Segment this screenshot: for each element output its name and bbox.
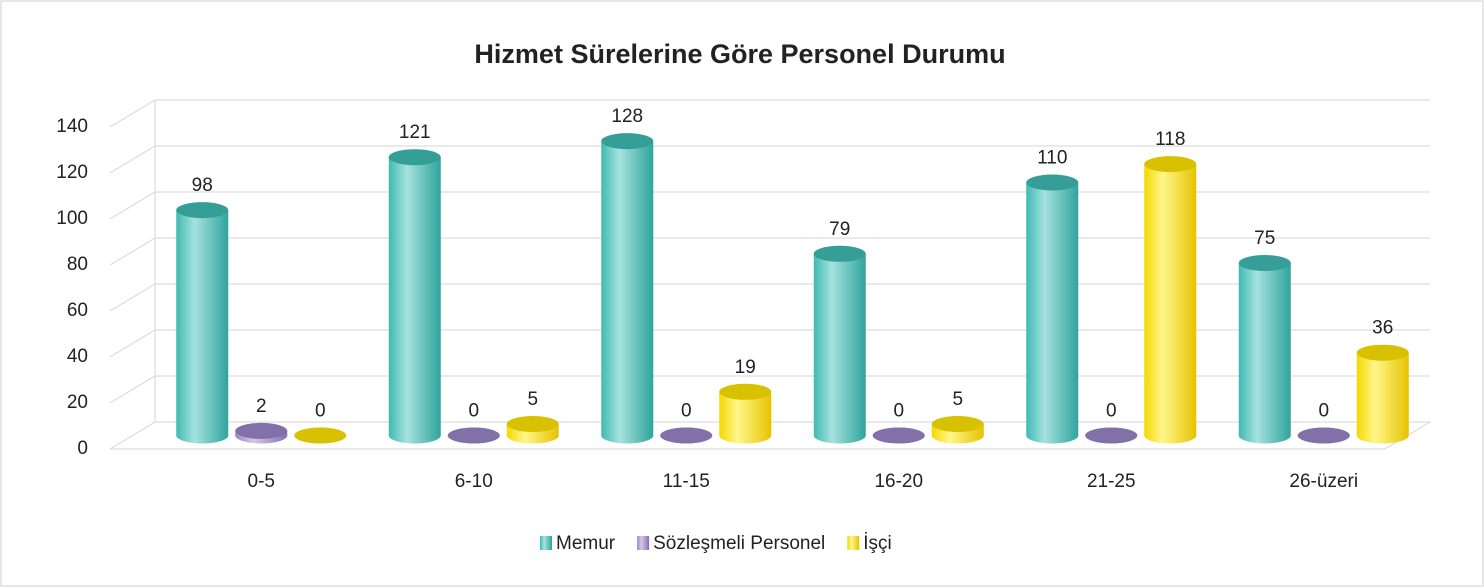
bar: [1238, 255, 1291, 444]
bar: [1085, 427, 1138, 444]
data-label: 0: [315, 401, 326, 422]
legend-swatch: [540, 536, 552, 550]
bar-top: [506, 416, 559, 432]
bar-body: [1238, 263, 1291, 436]
floor: [110, 421, 1431, 450]
bar: [1026, 174, 1079, 444]
data-label: 118: [1155, 129, 1185, 150]
data-label: 110: [1037, 148, 1067, 169]
bar-top: [388, 149, 441, 166]
y-tick-label: 40: [67, 346, 88, 367]
data-label: 5: [952, 389, 963, 410]
bar: [931, 416, 984, 444]
data-label: 0: [681, 401, 692, 422]
y-tick-label: 80: [67, 254, 88, 275]
legend-swatch: [637, 536, 650, 550]
data-label: 0: [1106, 401, 1117, 422]
bar-top: [1026, 174, 1079, 191]
bar: [294, 427, 347, 444]
chart-title: Hizmet Sürelerine Göre Personel Durumu: [474, 39, 1005, 69]
bar: [660, 427, 713, 444]
bar-top: [447, 427, 500, 444]
y-tick-label: 120: [56, 162, 88, 183]
grid-line: [109, 191, 1430, 220]
bar: [388, 149, 441, 444]
bar-body: [176, 210, 229, 436]
data-label: 128: [611, 106, 643, 127]
bar-top: [1085, 427, 1138, 444]
bar-top: [235, 422, 288, 439]
data-label: 0: [893, 401, 904, 422]
bar: [813, 245, 866, 444]
legend-label: İşçi: [863, 533, 892, 554]
data-label: 79: [829, 219, 850, 240]
data-label: 98: [192, 175, 213, 196]
bar-top: [1297, 427, 1350, 444]
x-tick-label: 0-5: [248, 471, 275, 492]
x-tick-label: 26-üzeri: [1289, 471, 1358, 492]
y-tick-label: 140: [56, 116, 88, 137]
bar: [506, 416, 559, 444]
y-tick-label: 60: [67, 300, 88, 321]
bar-body: [388, 157, 441, 436]
x-tick-label: 21-25: [1087, 471, 1136, 492]
bar: [601, 133, 654, 444]
bar-top: [601, 133, 654, 150]
grid-line: [109, 421, 1430, 450]
grid-line: [109, 375, 1430, 404]
bar-top: [813, 245, 866, 262]
x-tick-label: 16-20: [874, 471, 923, 492]
data-label: 2: [256, 396, 267, 417]
bar: [872, 427, 925, 444]
bar-body: [1356, 352, 1409, 436]
data-label: 75: [1254, 228, 1275, 249]
bar-body: [601, 141, 654, 436]
bar: [719, 383, 772, 444]
data-label: 0: [1318, 401, 1329, 422]
legend-label: Sözleşmeli Personel: [653, 533, 825, 554]
bar-top: [294, 427, 347, 444]
data-label: 36: [1372, 318, 1393, 339]
legend-label: Memur: [556, 533, 616, 554]
bar-top: [660, 427, 713, 444]
legend-swatch: [847, 536, 860, 550]
bar-top: [872, 427, 925, 444]
bar-top: [931, 416, 984, 432]
bar-top: [1144, 156, 1197, 173]
y-tick-label: 100: [56, 208, 88, 229]
bar-top: [1238, 255, 1291, 271]
bar-body: [813, 253, 866, 436]
data-label: 5: [527, 389, 538, 410]
grid-line: [109, 237, 1430, 266]
bar-top: [176, 202, 229, 219]
grid-line: [109, 99, 1430, 128]
bar-top: [719, 383, 772, 400]
data-label: 0: [468, 401, 479, 422]
data-label: 121: [399, 122, 431, 143]
x-tick-label: 11-15: [663, 471, 710, 492]
bar-body: [1026, 182, 1079, 436]
bar: [176, 202, 229, 444]
bar: [1297, 427, 1350, 444]
y-tick-label: 20: [67, 392, 88, 413]
bar: [235, 422, 288, 444]
bar-body: [1144, 164, 1197, 436]
bar: [1144, 156, 1197, 444]
grid-line: [109, 283, 1430, 312]
bar: [447, 427, 500, 444]
bar: [1356, 344, 1409, 444]
x-tick-label: 6-10: [455, 471, 493, 492]
grid-line: [109, 145, 1430, 174]
data-label: 19: [735, 357, 756, 378]
y-tick-label: 0: [77, 438, 88, 459]
grid-line: [109, 329, 1430, 358]
bar-top: [1356, 344, 1409, 361]
